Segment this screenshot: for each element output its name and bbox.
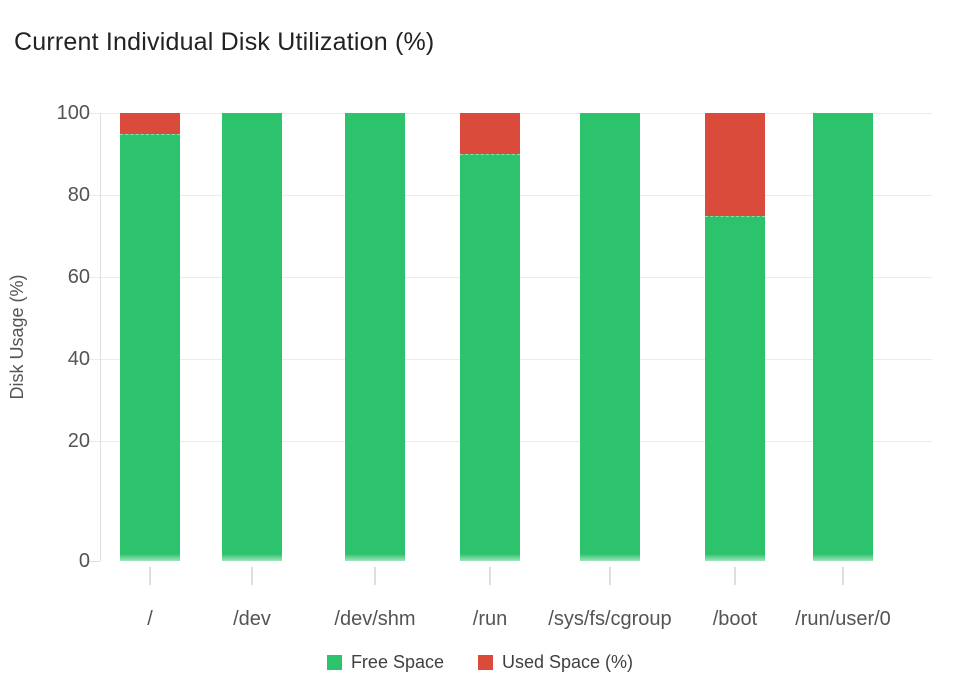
y-axis-line: [100, 113, 101, 561]
bar-segment-used: [705, 113, 765, 216]
legend-swatch-icon: [326, 655, 342, 670]
bar-segment-free: [580, 113, 640, 561]
x-axis-label: /run/user/0: [795, 608, 891, 630]
legend-item[interactable]: Used Space (%): [478, 652, 633, 673]
x-axis-label: /: [147, 608, 153, 630]
bar-segment-free: [120, 133, 180, 561]
bar-segment-used: [120, 113, 180, 134]
y-tick-label: 0: [78, 550, 90, 572]
legend-swatch-icon: [478, 655, 493, 670]
bar-segment-used: [460, 113, 520, 154]
x-axis-tick: [609, 567, 611, 585]
y-tick-label: 100: [56, 102, 90, 124]
bar-segment-free: [813, 113, 873, 561]
legend-label: Used Space (%): [502, 652, 634, 672]
x-axis-tick: [489, 567, 491, 585]
x-axis-label: /boot: [712, 608, 758, 630]
bar-segment-free: [705, 215, 765, 561]
y-tick-label: 20: [67, 430, 90, 452]
y-axis-tick: [88, 561, 100, 562]
legend-label: Free Space: [350, 652, 444, 672]
legend: Free Space Used Space (%): [0, 652, 960, 673]
y-tick-label: 60: [67, 266, 90, 288]
y-tick-label: 80: [67, 184, 90, 206]
x-axis-label: /sys/fs/cgroup: [548, 608, 672, 630]
x-axis-tick: [734, 567, 736, 585]
x-axis-label: /dev: [233, 608, 271, 630]
chart-title: Current Individual Disk Utilization (%): [14, 28, 435, 56]
x-axis-tick: [149, 567, 151, 585]
bar-segment-free: [222, 113, 282, 561]
bar-segment-free: [345, 113, 405, 561]
x-axis-tick: [374, 567, 376, 585]
x-axis-label: /dev/shm: [334, 608, 416, 630]
x-axis-label: /run: [472, 608, 508, 630]
legend-item[interactable]: Free Space: [326, 652, 444, 673]
x-axis-tick: [842, 567, 844, 585]
x-axis-tick: [251, 567, 253, 585]
bar-segment-free: [460, 154, 520, 561]
y-tick-label: 40: [67, 348, 90, 370]
